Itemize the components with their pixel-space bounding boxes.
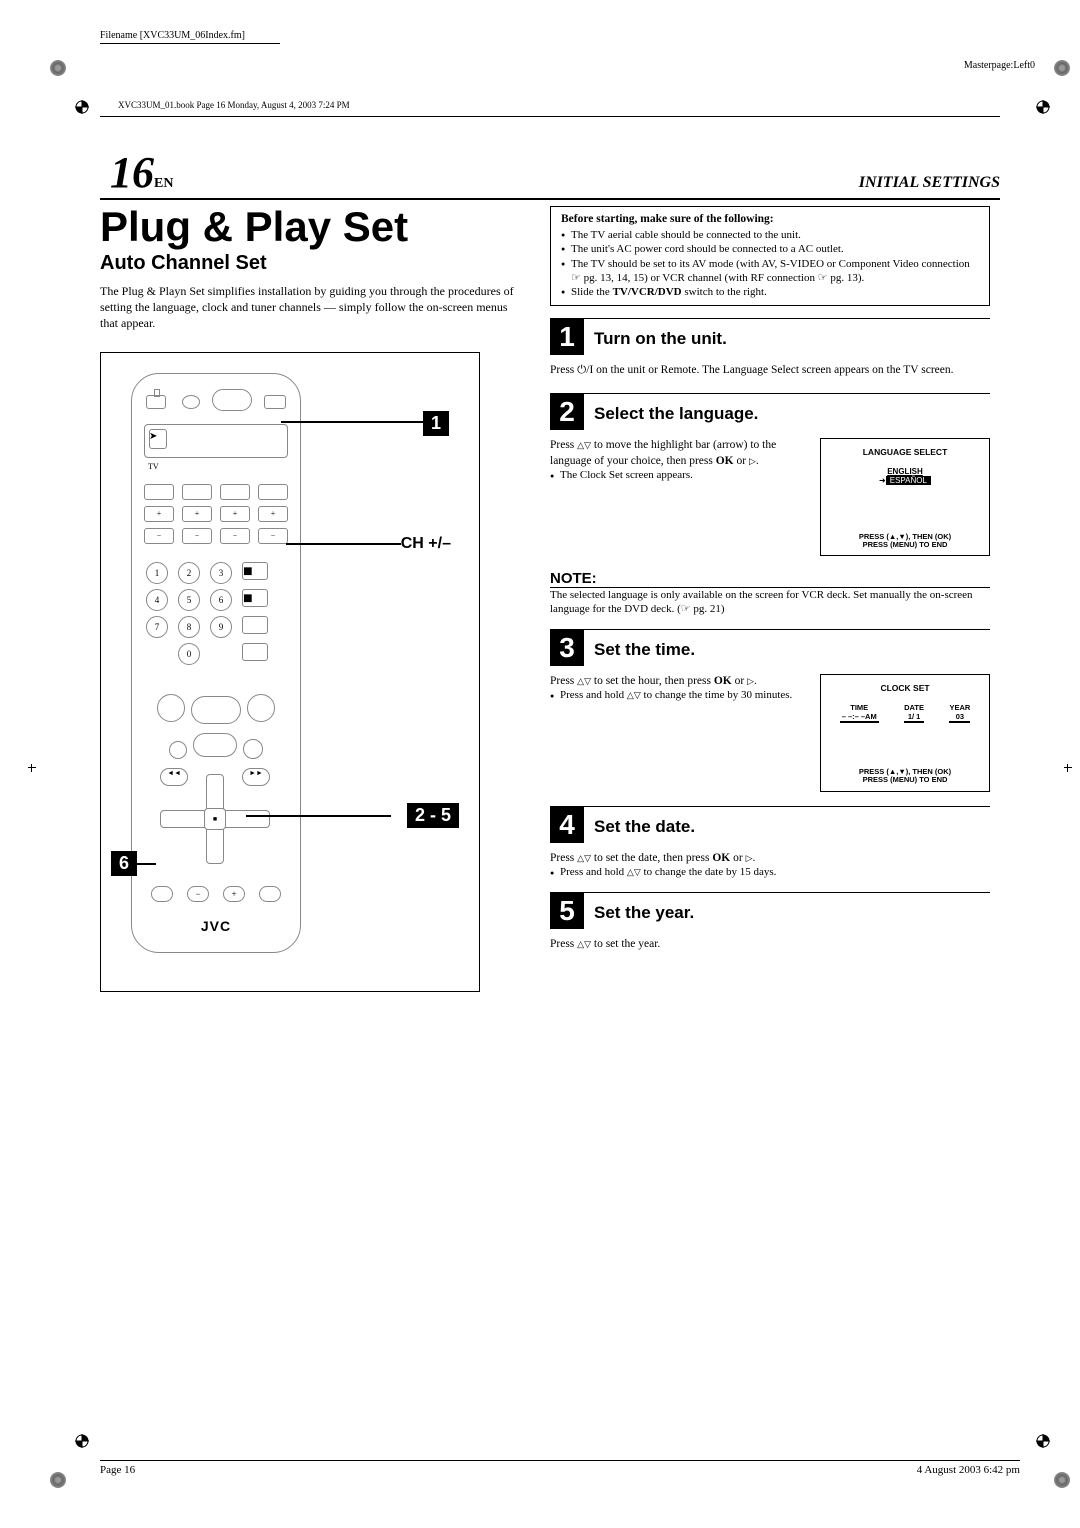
step-title: Set the time. bbox=[594, 636, 695, 660]
step-title: Set the year. bbox=[594, 899, 694, 923]
step-body: Press △▽ to move the highlight bar (arro… bbox=[550, 438, 808, 469]
crop-mark-bl bbox=[50, 1472, 66, 1488]
filename-label: Filename [XVC33UM_06Index.fm] bbox=[100, 30, 280, 44]
step-body: Press ⏻/I on the unit or Remote. The Lan… bbox=[550, 363, 990, 379]
page-subtitle: Auto Channel Set bbox=[100, 252, 520, 275]
page-title: Plug & Play Set bbox=[100, 206, 520, 248]
before-starting-box: Before starting, make sure of the follow… bbox=[550, 206, 990, 306]
before-item: The unit's AC power cord should be conne… bbox=[561, 242, 979, 256]
step-title: Turn on the unit. bbox=[594, 325, 727, 349]
remote-diagram: ➤ TV ++++ −−−− 123■ 456■ 789 0 bbox=[100, 352, 480, 992]
step-number: 2 bbox=[550, 394, 584, 430]
step-bullet: Press and hold △▽ to change the date by … bbox=[550, 866, 990, 878]
callout-6: 6 bbox=[111, 851, 137, 876]
callout-ch: CH +/– bbox=[393, 533, 459, 555]
page-footer: Page 16 4 August 2003 6:42 pm bbox=[100, 1460, 1020, 1476]
footer-date: 4 August 2003 6:42 pm bbox=[917, 1464, 1020, 1476]
callout-1: 1 bbox=[423, 411, 449, 436]
before-item: Slide the TV/VCR/DVD switch to the right… bbox=[561, 285, 979, 299]
step-title: Select the language. bbox=[594, 400, 758, 424]
step-number: 1 bbox=[550, 319, 584, 355]
section-header: INITIAL SETTINGS bbox=[859, 174, 1000, 192]
step-number: 3 bbox=[550, 630, 584, 666]
step-bullet: The Clock Set screen appears. bbox=[550, 469, 808, 481]
step-body: Press △▽ to set the year. bbox=[550, 937, 990, 953]
brand-logo: JVC bbox=[132, 918, 300, 934]
clock-set-screen: CLOCK SET TIME– –:– –AM DATE1/ 1 YEAR03 … bbox=[820, 674, 990, 792]
step-bullet: Press and hold △▽ to change the time by … bbox=[550, 689, 808, 701]
note-body: The selected language is only available … bbox=[550, 588, 990, 617]
step-body: Press △▽ to set the date, then press OK … bbox=[550, 851, 990, 867]
language-select-screen: LANGUAGE SELECT ENGLISH ➜ESPAÑOL PRESS (… bbox=[820, 438, 990, 556]
callout-2-5: 2 - 5 bbox=[407, 803, 459, 828]
step-number: 4 bbox=[550, 807, 584, 843]
step-body: Press △▽ to set the hour, then press OK … bbox=[550, 674, 808, 690]
bookline-label: XVC33UM_01.book Page 16 Monday, August 4… bbox=[118, 100, 1000, 110]
crop-mark-br bbox=[1054, 1472, 1070, 1488]
note-header: NOTE: bbox=[550, 570, 990, 588]
masterpage-label: Masterpage:Left0 bbox=[964, 60, 1035, 71]
tv-label: TV bbox=[148, 462, 159, 471]
before-item: The TV should be set to its AV mode (wit… bbox=[561, 257, 979, 286]
intro-text: The Plug & Playn Set simplifies installa… bbox=[100, 283, 520, 332]
align-mark bbox=[1036, 1434, 1050, 1448]
step-number: 5 bbox=[550, 893, 584, 929]
before-title: Before starting, make sure of the follow… bbox=[561, 213, 979, 225]
step-title: Set the date. bbox=[594, 813, 695, 837]
page-number: 16EN bbox=[110, 147, 173, 198]
align-mark bbox=[75, 1434, 89, 1448]
footer-page: Page 16 bbox=[100, 1464, 135, 1476]
before-item: The TV aerial cable should be connected … bbox=[561, 228, 979, 242]
